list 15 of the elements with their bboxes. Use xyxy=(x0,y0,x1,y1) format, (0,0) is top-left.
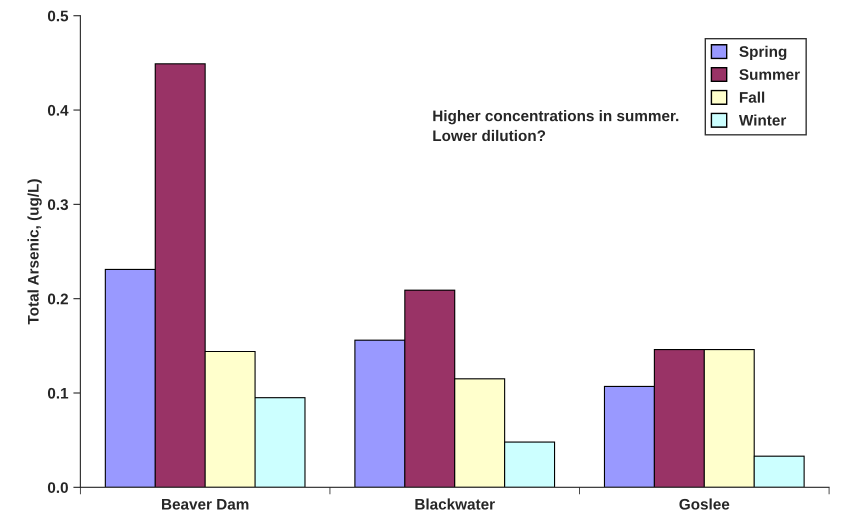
legend-label: Spring xyxy=(739,46,786,60)
legend-label: Summer xyxy=(739,69,800,80)
legend-label: Winter xyxy=(738,114,786,126)
y-tick-label: 0.1 xyxy=(48,388,68,399)
x-tick-label: Beaver Dam xyxy=(162,498,248,510)
legend-label: Fall xyxy=(740,92,764,103)
y-axis-title: Total Arsenic, (ug/L) xyxy=(27,179,42,324)
y-tick-label: 0.5 xyxy=(48,10,68,22)
y-tick-label: 0.4 xyxy=(48,104,68,116)
annotation: Higher concentrations in summer. Lower dilution? xyxy=(433,110,678,142)
x-tick-label: Goslee xyxy=(679,498,730,510)
y-tick-label: 0.2 xyxy=(48,294,68,304)
x-tick-label: Blackwater xyxy=(415,498,495,510)
y-tick-label: 0.3 xyxy=(48,199,68,210)
y-tick-label: 0.0 xyxy=(48,482,68,494)
